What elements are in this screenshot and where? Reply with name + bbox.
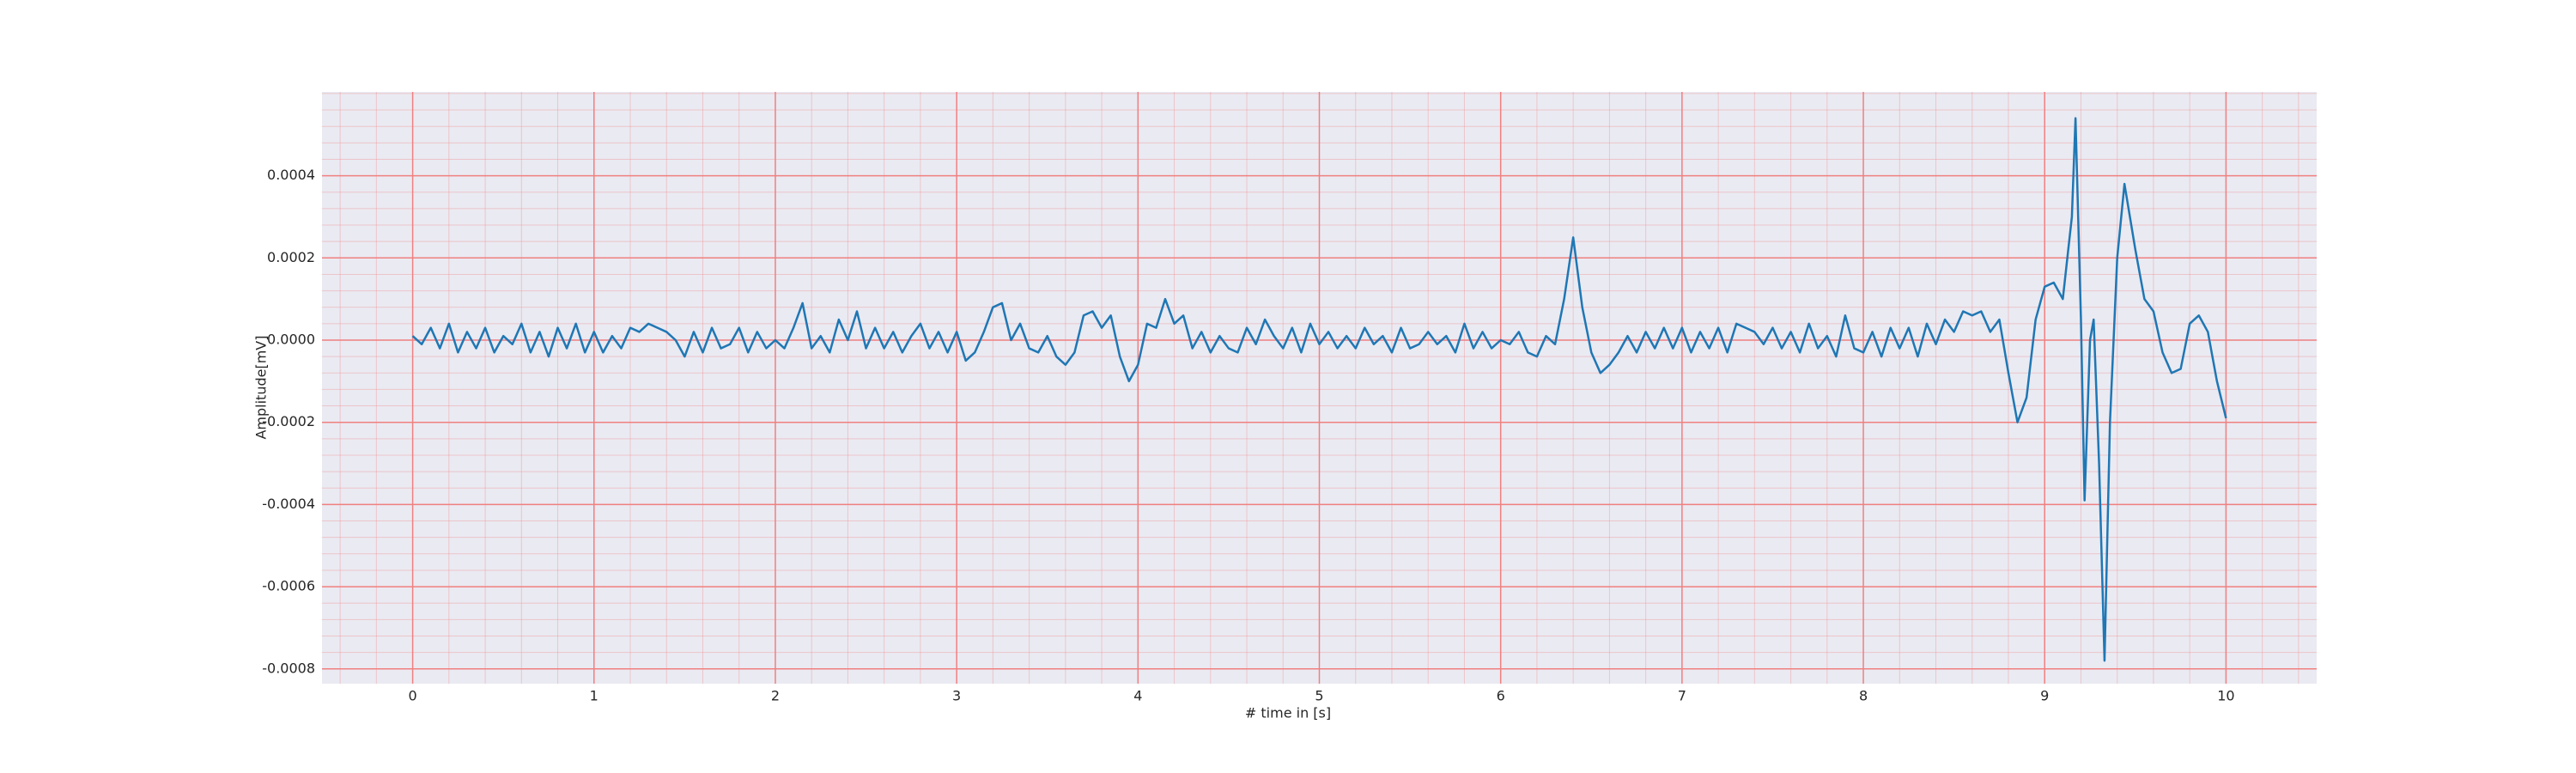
y-tick-label: 0.0002 <box>267 249 315 265</box>
signal-line <box>411 117 2227 662</box>
x-tick-label: 2 <box>771 688 780 704</box>
x-tick-label: 3 <box>952 688 961 704</box>
x-tick-label: 10 <box>2217 688 2234 704</box>
x-tick-label: 8 <box>1859 688 1868 704</box>
x-tick-label: 6 <box>1497 688 1505 704</box>
y-tick-label: 0.0000 <box>267 331 315 347</box>
x-tick-label: 1 <box>590 688 598 704</box>
y-axis-label: Amplitude[mV] <box>253 335 270 439</box>
x-tick-label: 4 <box>1133 688 1142 704</box>
y-tick-label: -0.0006 <box>262 578 315 594</box>
x-tick-label: 0 <box>408 688 416 704</box>
y-tick-label: -0.0002 <box>262 413 315 429</box>
y-tick-label: 0.0004 <box>267 167 315 183</box>
x-tick-label: 9 <box>2040 688 2049 704</box>
y-tick-label: -0.0004 <box>262 496 315 512</box>
y-tick-label: -0.0008 <box>262 660 315 676</box>
x-axis-label: # time in [s] <box>1245 705 1331 721</box>
x-tick-label: 5 <box>1315 688 1323 704</box>
x-tick-label: 7 <box>1678 688 1686 704</box>
